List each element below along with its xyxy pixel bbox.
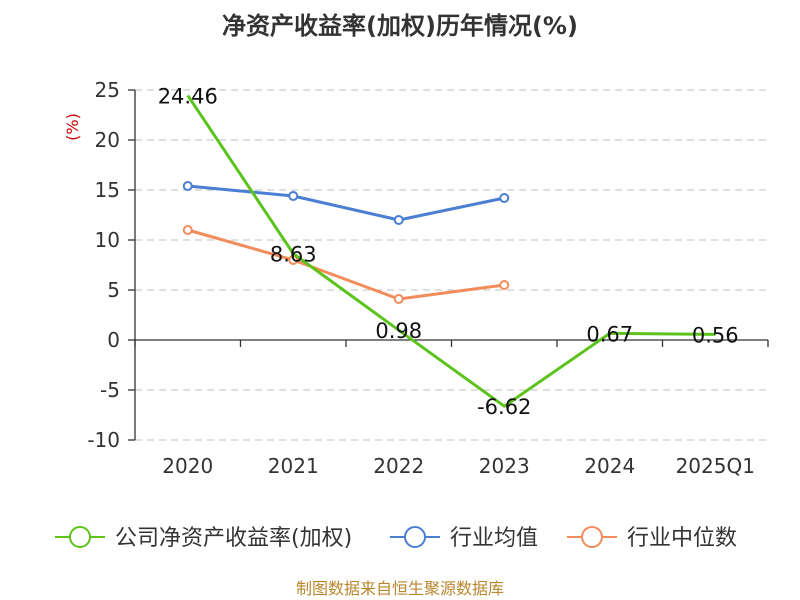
data-labels: 24.46 8.63 0.98 -6.62 0.67 0.56 xyxy=(158,84,739,419)
x-tick-labels: 2020 2021 2022 2023 2024 2025Q1 xyxy=(162,454,755,478)
data-point-1 xyxy=(393,215,404,225)
y-tick-labels: 25 20 15 10 5 0 -5 -10 xyxy=(87,78,120,452)
data-point-1 xyxy=(288,191,299,201)
series-line-0 xyxy=(186,94,716,408)
axes xyxy=(128,89,769,441)
x-tick-label: 2022 xyxy=(373,454,424,478)
x-tick-label: 2024 xyxy=(584,454,635,478)
data-point-1 xyxy=(499,193,510,203)
x-tick-label: 2025Q1 xyxy=(676,454,755,478)
y-unit-label: (%) xyxy=(63,113,82,141)
y-tick-label: 15 xyxy=(95,178,120,202)
data-label: 0.98 xyxy=(375,319,422,343)
series-line-2 xyxy=(187,228,505,301)
x-tick-label: 2021 xyxy=(268,454,319,478)
legend-marker-icon-1 xyxy=(404,526,426,548)
series-line-1 xyxy=(187,184,505,222)
data-label: 0.56 xyxy=(692,323,739,347)
y-tick-label: 0 xyxy=(107,328,120,352)
data-label: 24.46 xyxy=(158,84,218,108)
y-tick-label: -10 xyxy=(87,428,120,452)
data-point-2 xyxy=(288,255,299,265)
data-point-2 xyxy=(393,294,404,304)
legend-label-0: 公司净资产收益率(加权) xyxy=(115,526,352,551)
y-tick-label: 5 xyxy=(107,278,120,302)
legend-label-2: 行业中位数 xyxy=(627,526,737,551)
x-tick-label: 2023 xyxy=(479,454,530,478)
legend: 公司净资产收益率(加权) 行业均值 行业中位数 xyxy=(55,526,737,551)
source-note: 制图数据来自恒生聚源数据库 xyxy=(296,579,504,598)
y-tick-label: -5 xyxy=(100,378,120,402)
chart-title: 净资产收益率(加权)历年情况(%) xyxy=(222,12,578,40)
data-point-2 xyxy=(182,225,193,235)
grid-lines xyxy=(135,89,768,441)
legend-marker-icon-2 xyxy=(581,526,603,548)
y-tick-label: 10 xyxy=(95,228,120,252)
data-point-1 xyxy=(182,181,193,191)
data-label: 0.67 xyxy=(586,322,633,346)
y-tick-label: 25 xyxy=(95,78,120,102)
legend-label-1: 行业均值 xyxy=(450,526,538,551)
series-lines xyxy=(182,94,716,408)
legend-marker-icon-0 xyxy=(69,526,91,548)
data-point-2 xyxy=(499,280,510,290)
y-tick-label: 20 xyxy=(95,128,120,152)
data-label: 8.63 xyxy=(270,243,317,267)
data-label: -6.62 xyxy=(477,395,531,419)
x-tick-label: 2020 xyxy=(162,454,213,478)
